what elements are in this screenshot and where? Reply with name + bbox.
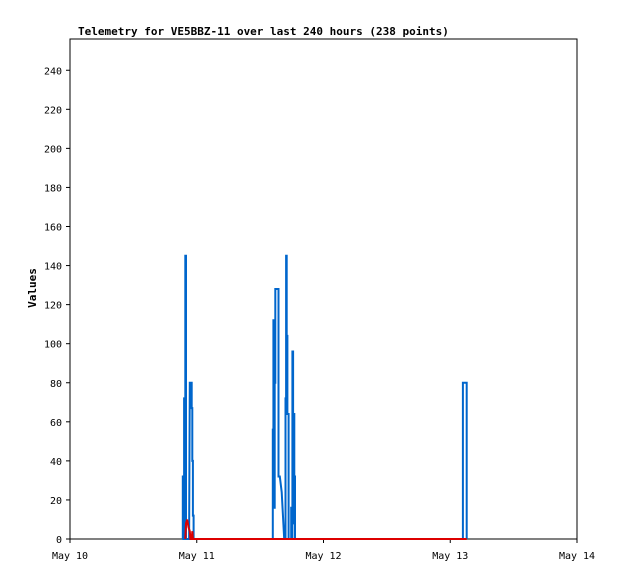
y-tick-label: 160 <box>44 223 62 234</box>
y-tick-label: 140 <box>44 262 62 273</box>
x-tick-label: May 13 <box>432 551 468 562</box>
y-tick-label: 120 <box>44 301 62 312</box>
y-tick-label: 100 <box>44 340 62 351</box>
series-line-2 <box>184 519 467 540</box>
y-tick-label: 180 <box>44 183 62 194</box>
y-tick-label: 0 <box>56 535 62 546</box>
y-tick-label: 240 <box>44 66 62 77</box>
y-axis: 0 20 40 60 80 100 120 140 160 180 200 220 240 <box>44 66 70 546</box>
x-tick-label: May 11 <box>179 551 215 562</box>
x-tick-label: May 10 <box>52 551 88 562</box>
y-tick-label: 60 <box>50 418 62 429</box>
plot-area <box>69 38 578 540</box>
y-tick-label: 80 <box>50 379 62 390</box>
x-axis: May 10 May 11 May 12 May 13 May 14 <box>52 539 595 562</box>
x-tick-label: May 14 <box>559 551 595 562</box>
y-tick-label: 200 <box>44 144 62 155</box>
series-line-1 <box>181 254 468 540</box>
y-tick-label: 220 <box>44 105 62 116</box>
y-axis-label: Values <box>26 268 39 308</box>
y-tick-label: 20 <box>50 496 62 507</box>
x-tick-label: May 12 <box>305 551 341 562</box>
chart-title: Telemetry for VE5BBZ-11 over last 240 ho… <box>78 25 449 38</box>
y-tick-label: 40 <box>50 457 62 468</box>
series-group <box>181 254 468 540</box>
